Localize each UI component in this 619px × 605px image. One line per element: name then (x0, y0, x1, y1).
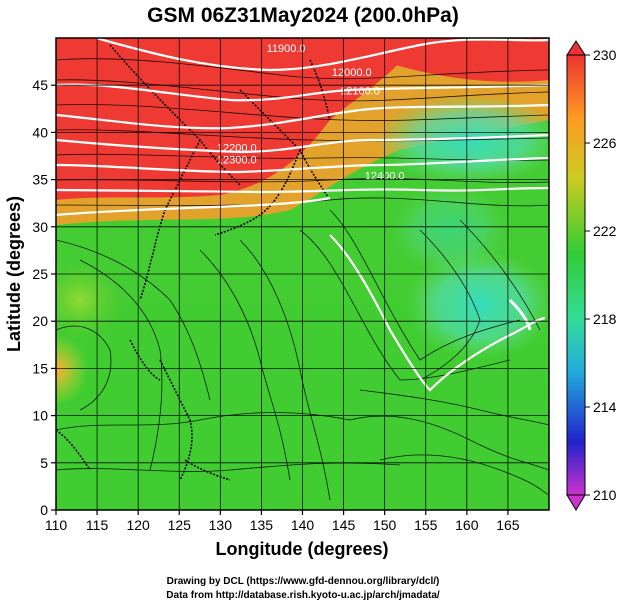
x-tick-label: 120 (126, 517, 150, 533)
x-axis-label: Longitude (degrees) (215, 539, 388, 559)
contour-label: 12000.0 (332, 67, 372, 79)
colorbar-tick-label: 230 (593, 47, 617, 63)
contour-label: 12100.0 (340, 86, 380, 98)
colorbar-tick-label: 214 (593, 399, 617, 415)
colorbar-bottom-arrow (566, 494, 586, 511)
x-tick-label: 115 (86, 517, 109, 533)
x-tick-label: 140 (291, 517, 315, 533)
contour-label: 12300.0 (217, 155, 257, 167)
field-warm-west (56, 335, 88, 405)
y-tick-label: 20 (32, 313, 48, 329)
y-tick-label: 45 (32, 77, 48, 93)
colorbar-tick-label: 226 (593, 135, 617, 151)
x-tick-label: 125 (168, 517, 192, 533)
colorbar-gradient (566, 54, 586, 496)
plot-area: 11900.012000.012100.012200.012300.012400… (56, 38, 549, 510)
colorbar-top-arrow (566, 40, 586, 56)
x-tick-label: 165 (496, 517, 520, 533)
y-tick-label: 40 (32, 124, 48, 140)
y-tick-label: 10 (32, 408, 48, 424)
contour-label: 11900.0 (267, 43, 306, 55)
x-tick-label: 160 (455, 517, 479, 533)
x-tick-label: 135 (250, 517, 274, 533)
y-tick-label: 0 (40, 502, 48, 518)
streamlines (56, 58, 549, 501)
x-tick-label: 145 (332, 517, 356, 533)
field-cool-mid (390, 185, 510, 275)
colorbar-ticks: 230 226 222 218 214 210 (585, 47, 617, 503)
y-axis-label: Latitude (degrees) (4, 196, 24, 352)
y-tick-label: 30 (32, 219, 48, 235)
colorbar-tick-label: 218 (593, 311, 617, 327)
credit-line-1: Drawing by DCL (https://www.gfd-dennou.o… (167, 576, 440, 587)
x-axis: 110 115 120 125 130 135 140 145 150 155 160 165 (45, 510, 520, 533)
x-tick-label: 150 (373, 517, 397, 533)
x-tick-label: 110 (45, 517, 68, 533)
y-tick-label: 15 (32, 360, 48, 376)
y-axis: 0 5 10 15 20 25 30 35 40 45 (32, 77, 56, 518)
contours (56, 38, 549, 392)
y-tick-label: 25 (32, 266, 48, 282)
x-tick-label: 130 (209, 517, 233, 533)
colorbar-tick-label: 222 (593, 223, 617, 239)
colorbar: 230 226 222 218 214 210 (566, 40, 617, 511)
chart-title: GSM 06Z31May2024 (200.0hPa) (147, 4, 459, 27)
y-tick-label: 5 (40, 455, 48, 471)
grid-lines (56, 38, 549, 510)
colorbar-tick-label: 210 (593, 487, 617, 503)
x-tick-label: 155 (414, 517, 438, 533)
credit-line-2: Data from http://database.rish.kyoto-u.a… (166, 590, 440, 601)
field-yellow-west (56, 260, 125, 340)
contour-label: 12200.0 (217, 142, 257, 154)
y-tick-label: 35 (32, 172, 48, 188)
